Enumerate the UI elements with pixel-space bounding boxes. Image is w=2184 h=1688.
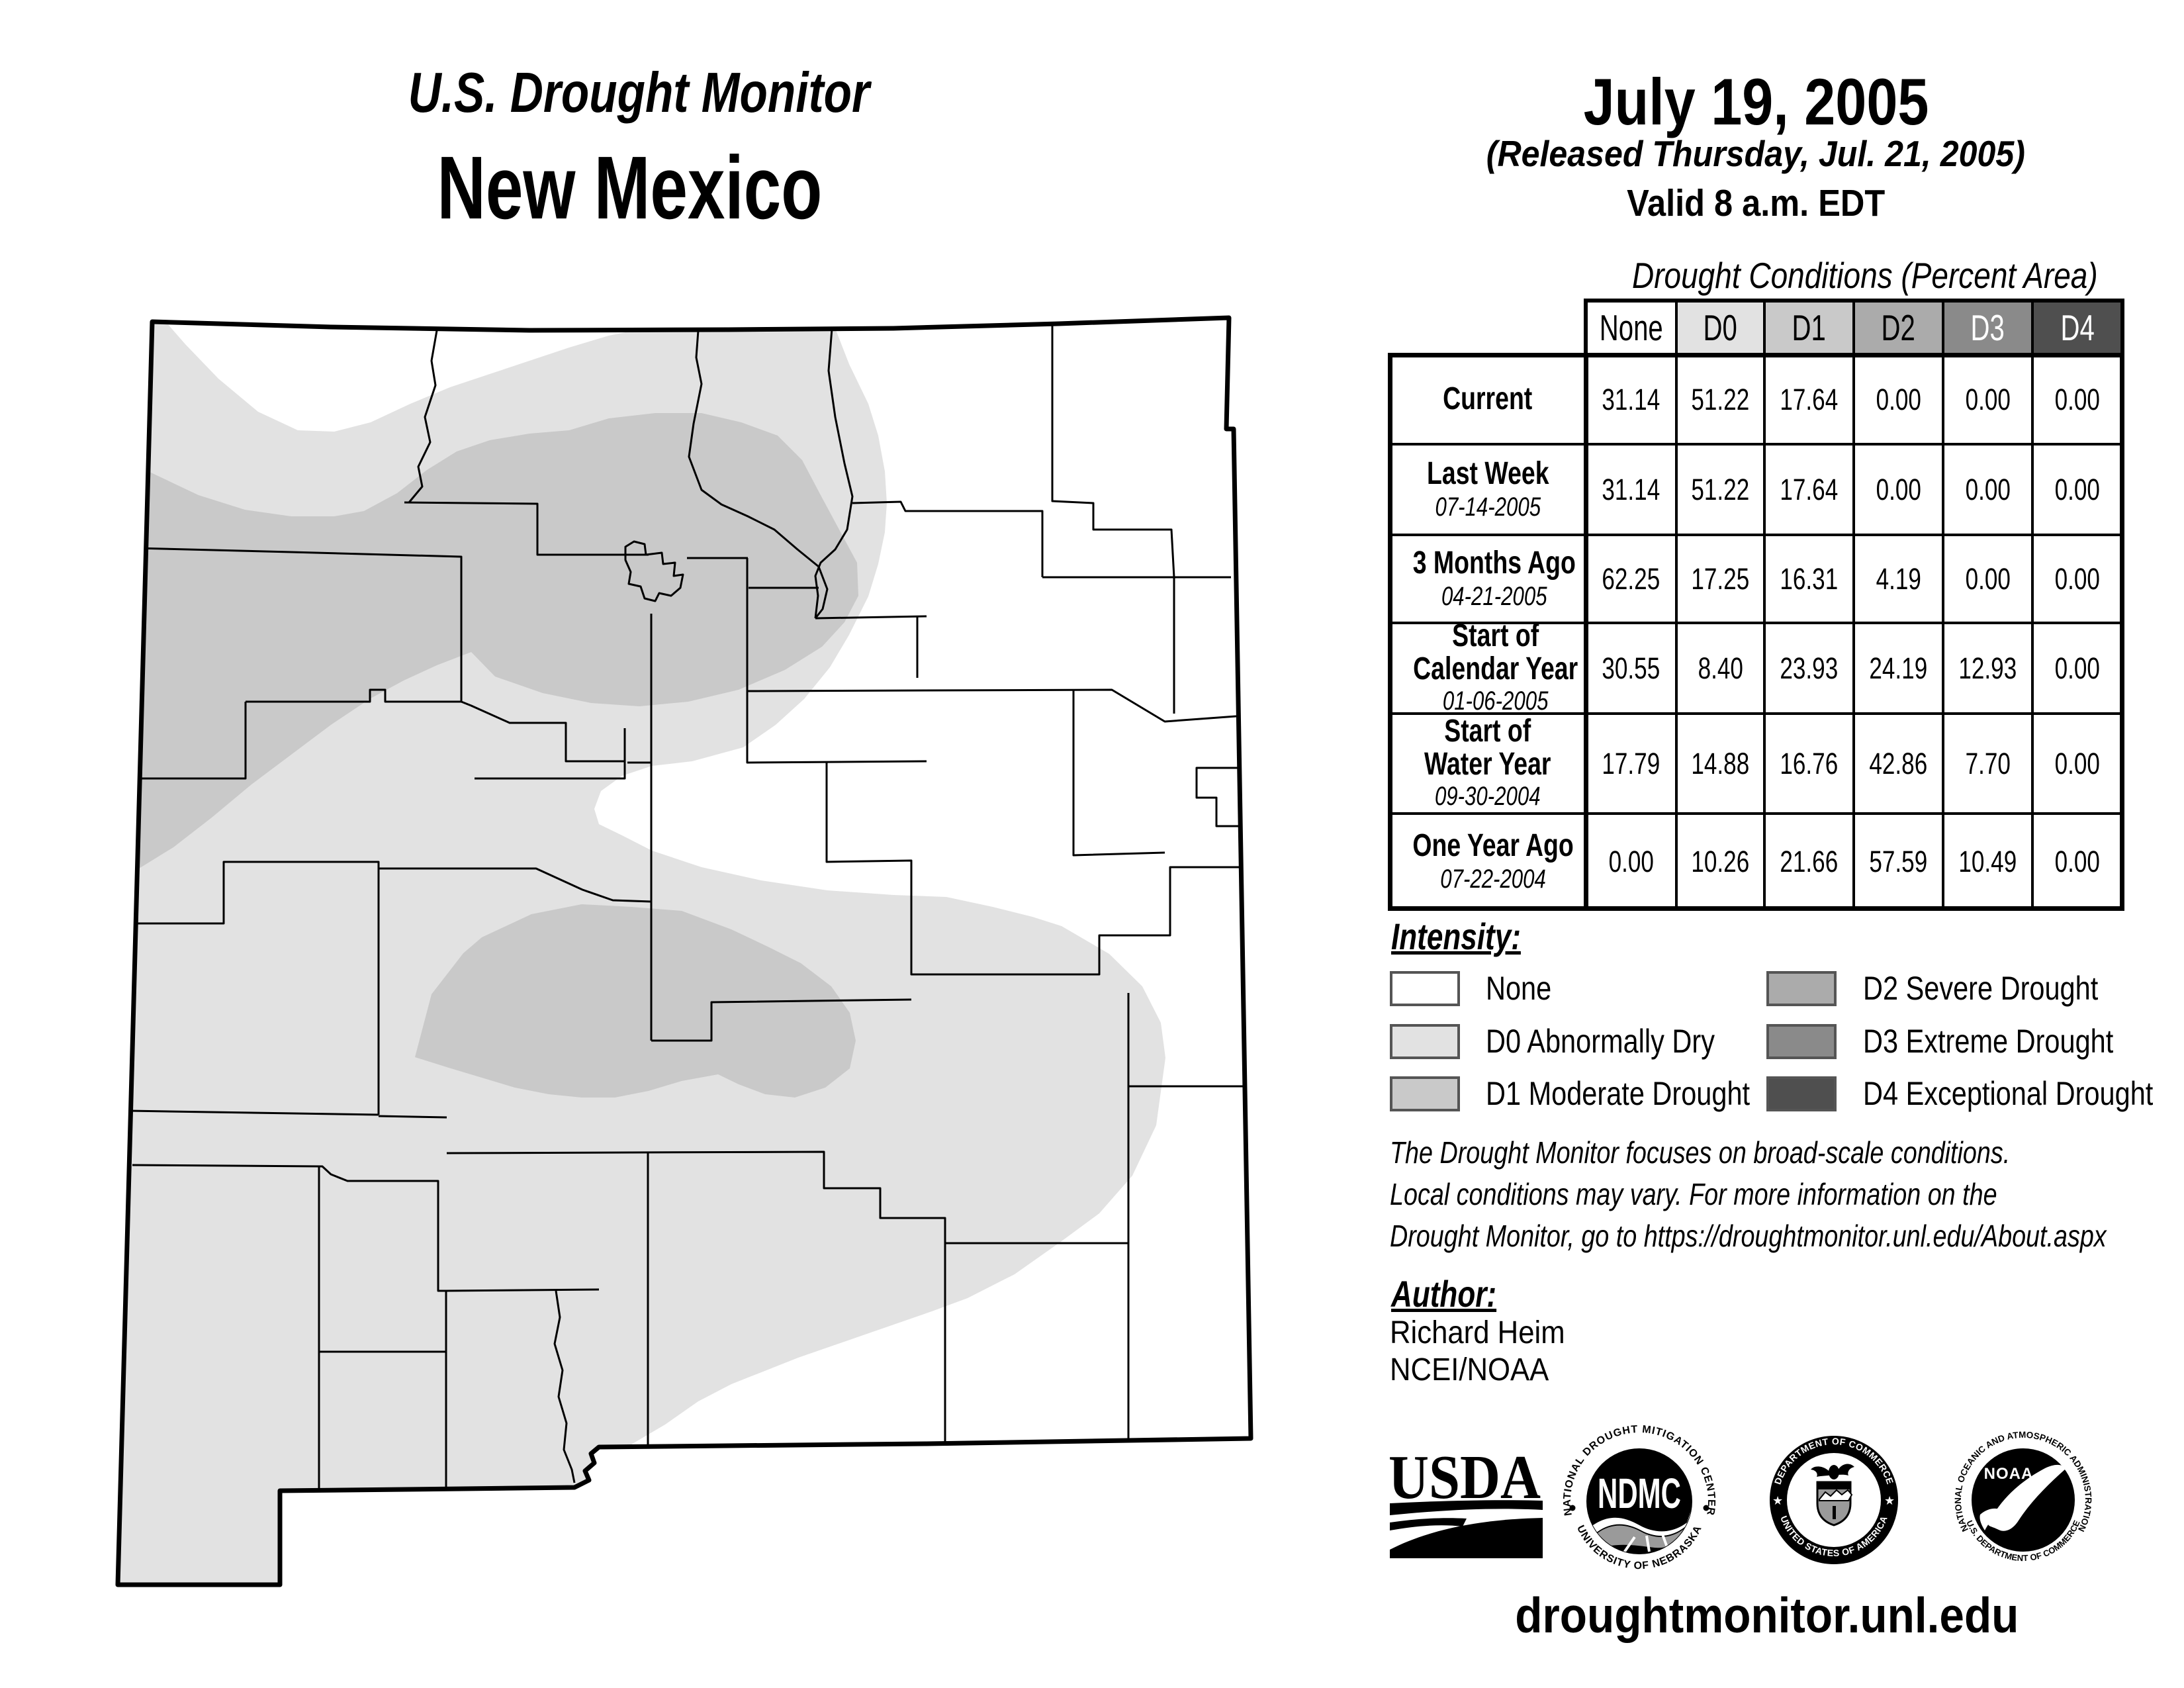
- svg-text:★: ★: [1772, 1494, 1783, 1507]
- svg-text:NOAA: NOAA: [1984, 1465, 2034, 1483]
- svg-text:★: ★: [1884, 1494, 1895, 1507]
- svg-text:NDMC: NDMC: [1598, 1470, 1681, 1517]
